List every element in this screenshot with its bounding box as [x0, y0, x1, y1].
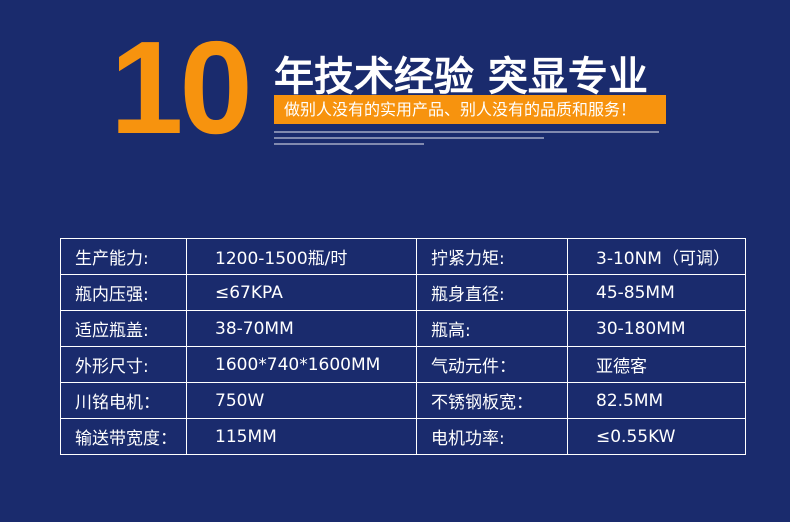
spec-label: 外形尺寸:	[60, 346, 187, 383]
table-row: 外形尺寸: 1600*740*1600MM 气动元件： 亚德客	[60, 346, 746, 383]
spec-value: 亚德客	[567, 346, 746, 383]
table-row: 川铭电机： 750W 不锈钢板宽： 82.5MM	[60, 382, 746, 419]
slogan: 做别人没有的实用产品、别人没有的品质和服务！	[274, 95, 666, 124]
spec-label: 川铭电机：	[60, 382, 187, 419]
big-number: 10	[110, 14, 253, 161]
spec-value: ≤67KPA	[186, 274, 417, 311]
spec-label: 适应瓶盖:	[60, 310, 187, 347]
spec-value: 30-180MM	[567, 310, 746, 347]
table-row: 输送带宽度： 115MM 电机功率: ≤0.55KW	[60, 418, 746, 455]
spec-value: 3-10NM（可调）	[567, 238, 746, 275]
spec-label: 生产能力:	[60, 238, 187, 275]
decor-line	[274, 131, 659, 133]
spec-table: 生产能力: 1200-1500瓶/时 拧紧力矩: 3-10NM（可调） 瓶内压强: ≤67…	[60, 238, 746, 455]
spec-value: ≤0.55KW	[567, 418, 746, 455]
spec-label: 不锈钢板宽：	[416, 382, 568, 419]
spec-value: 115MM	[186, 418, 417, 455]
spec-label: 拧紧力矩:	[416, 238, 568, 275]
spec-label: 瓶高:	[416, 310, 568, 347]
spec-label: 气动元件：	[416, 346, 568, 383]
spec-value: 750W	[186, 382, 417, 419]
table-row: 适应瓶盖: 38-70MM 瓶高: 30-180MM	[60, 310, 746, 347]
table-row: 瓶内压强: ≤67KPA 瓶身直径: 45-85MM	[60, 274, 746, 311]
spec-value: 45-85MM	[567, 274, 746, 311]
spec-label: 电机功率:	[416, 418, 568, 455]
decor-line	[274, 143, 424, 145]
decor-line	[274, 137, 544, 139]
spec-value: 1200-1500瓶/时	[186, 238, 417, 275]
spec-value: 82.5MM	[567, 382, 746, 419]
spec-value: 38-70MM	[186, 310, 417, 347]
spec-value: 1600*740*1600MM	[186, 346, 417, 383]
title: 年技术经验 突显专业	[274, 54, 648, 100]
spec-label: 瓶内压强:	[60, 274, 187, 311]
spec-label: 瓶身直径:	[416, 274, 568, 311]
table-row: 生产能力: 1200-1500瓶/时 拧紧力矩: 3-10NM（可调）	[60, 238, 746, 275]
spec-label: 输送带宽度：	[60, 418, 187, 455]
